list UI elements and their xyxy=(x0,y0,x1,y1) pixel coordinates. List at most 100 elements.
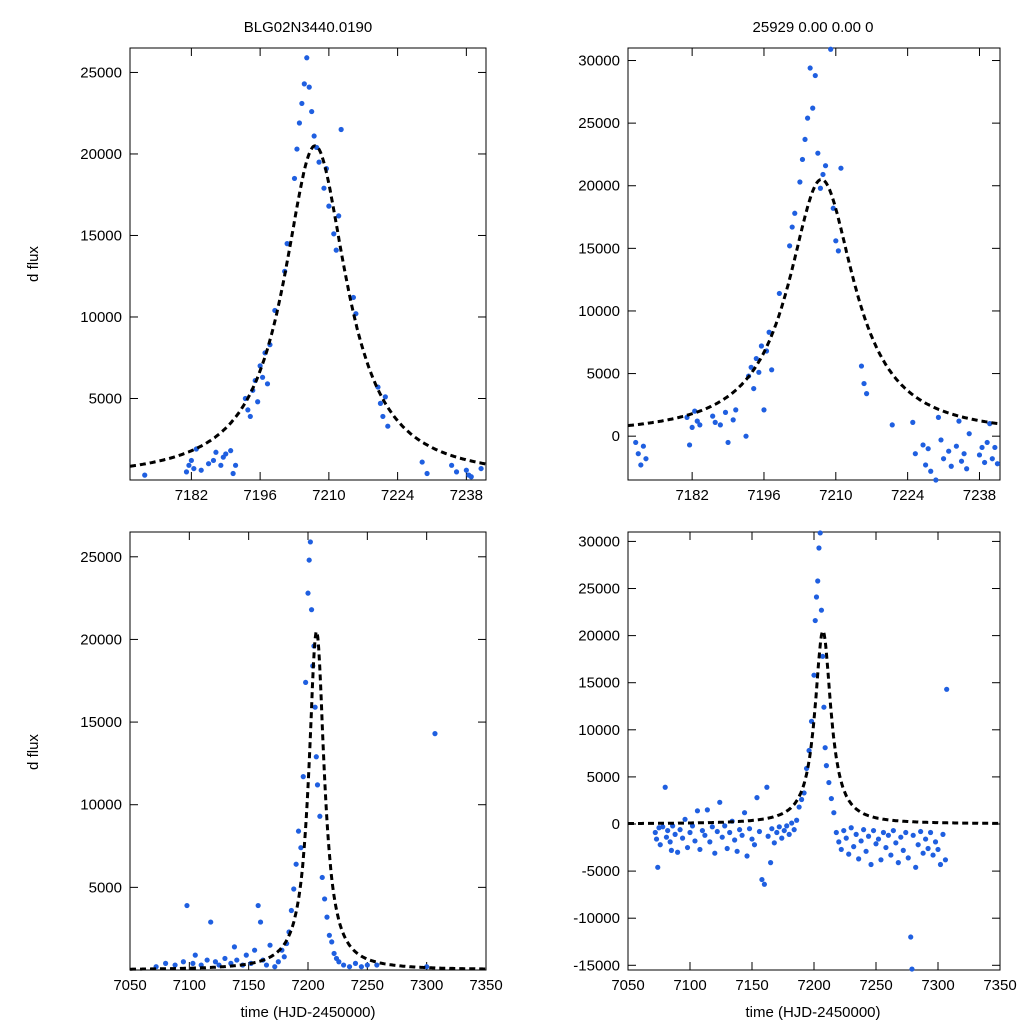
left-panel-title: BLG02N3440.0190 xyxy=(244,19,372,36)
top-right-data-point xyxy=(923,462,929,468)
top-left-data-point xyxy=(311,133,317,139)
top-right-data-point xyxy=(748,364,754,370)
top-right-data-point xyxy=(861,380,867,387)
top-right-data-point xyxy=(686,442,693,448)
top-right-data-point xyxy=(722,409,729,415)
top-left-data-point xyxy=(309,108,315,115)
bottom-right-data-point xyxy=(865,833,872,839)
top-right-data-point xyxy=(758,343,765,349)
bottom-right-data-point xyxy=(734,848,740,854)
top-right-data-point xyxy=(835,248,841,254)
bottom-right-xtick-label: 7350 xyxy=(983,977,1016,994)
bottom-left-data-point xyxy=(322,896,328,902)
bottom-left-xtick-label: 7050 xyxy=(113,977,146,994)
bottom-left-data-point xyxy=(303,679,309,686)
top-right-data-point xyxy=(812,72,818,79)
bottom-right-data-point xyxy=(719,834,725,840)
bottom-right-data-point xyxy=(942,857,949,863)
top-right-data-point xyxy=(733,407,739,413)
bottom-right-data-point xyxy=(944,686,950,692)
bottom-right-xtick-label: 7200 xyxy=(797,977,830,994)
top-right-data-point xyxy=(953,443,959,449)
bottom-right-data-point xyxy=(754,795,760,801)
bottom-right-data-point xyxy=(909,966,915,972)
bottom-right-data-point xyxy=(878,857,884,863)
bottom-right-data-point xyxy=(820,653,826,659)
bottom-right-data-point xyxy=(822,745,828,751)
bottom-right-data-point xyxy=(768,860,774,866)
top-left-xtick-label: 7224 xyxy=(381,487,414,504)
top-right-data-point xyxy=(817,185,824,191)
bottom-right-data-point xyxy=(776,824,782,830)
bottom-left-xlabel: time (HJD-2450000) xyxy=(240,1004,375,1021)
bottom-right-data-point xyxy=(799,796,805,803)
bottom-right-data-point xyxy=(732,837,738,843)
bottom-right-data-point xyxy=(826,779,832,786)
top-right-data-point xyxy=(946,448,952,454)
bottom-left-data-point xyxy=(204,957,210,963)
top-right-data-point xyxy=(717,422,723,428)
top-right-data-point xyxy=(994,461,1001,467)
bottom-left-model-curve xyxy=(130,629,486,971)
bottom-left-ytick-label: 5000 xyxy=(89,879,122,896)
top-left-data-point xyxy=(142,472,148,478)
top-right-data-point xyxy=(776,290,782,297)
bottom-right-data-point xyxy=(699,827,706,834)
bottom-right-data-point xyxy=(920,850,926,856)
top-right-data-point xyxy=(820,171,826,178)
bottom-right-ytick-label: 20000 xyxy=(578,628,620,645)
bottom-left-ytick-label: 10000 xyxy=(80,797,122,814)
bottom-right-data-point xyxy=(692,838,698,844)
top-right-data-point xyxy=(797,179,803,185)
top-right-data-point xyxy=(987,421,993,427)
bottom-left-data-point xyxy=(432,731,438,737)
bottom-right-data-point xyxy=(823,763,830,769)
bottom-right-data-point xyxy=(660,824,666,830)
bottom-right-data-point xyxy=(694,808,701,814)
top-right-data-point xyxy=(863,391,870,397)
bottom-right-data-point xyxy=(811,672,817,678)
top-left-data-point xyxy=(183,469,190,475)
top-right-data-point xyxy=(948,463,954,469)
bottom-right-ytick-label: 15000 xyxy=(578,675,620,692)
bottom-right-data-point xyxy=(870,827,877,834)
bottom-right-data-point xyxy=(841,827,847,834)
top-left-ytick-label: 20000 xyxy=(80,146,122,163)
top-right-data-point xyxy=(712,419,718,425)
bottom-right-data-point xyxy=(739,832,745,838)
top-left-data-point xyxy=(223,451,229,457)
top-right-data-point xyxy=(933,477,939,483)
bottom-left-data-point xyxy=(281,954,287,960)
top-right-data-point xyxy=(753,355,759,362)
bottom-right-data-point xyxy=(759,876,765,883)
bottom-right-ytick-label: 30000 xyxy=(578,533,620,550)
top-right-ytick-label: 20000 xyxy=(578,178,620,195)
top-right-data-point xyxy=(920,442,926,448)
bottom-right-xtick-label: 7250 xyxy=(859,977,892,994)
bottom-right-data-point xyxy=(764,784,770,790)
top-right-data-point xyxy=(643,456,649,462)
bottom-right-data-point xyxy=(717,799,723,805)
bottom-right-data-point xyxy=(828,795,834,802)
top-right-data-point xyxy=(938,437,944,443)
top-left-ytick-label: 15000 xyxy=(80,227,122,244)
bottom-right-ytick-label: -10000 xyxy=(573,910,620,927)
bottom-right-data-point xyxy=(875,836,882,842)
bottom-right-ytick-label: 25000 xyxy=(578,581,620,598)
bottom-right-data-point xyxy=(913,864,919,870)
top-right-data-point xyxy=(964,466,970,472)
bottom-left-ytick-label: 15000 xyxy=(80,714,122,731)
top-left-xtick-label: 7238 xyxy=(450,487,483,504)
bottom-left-data-point xyxy=(222,955,228,962)
bottom-right-ytick-label: 10000 xyxy=(578,722,620,739)
top-right-data-point xyxy=(935,414,942,420)
top-left-data-point xyxy=(338,126,344,133)
top-left-data-point xyxy=(304,55,310,61)
bottom-left-data-point xyxy=(212,959,219,965)
bottom-left-data-point xyxy=(257,919,264,925)
right-panel-title: 25929 0.00 0.00 0 xyxy=(753,19,874,36)
bottom-right-data-point xyxy=(677,827,683,833)
top-left-data-point xyxy=(463,467,469,473)
bottom-left-data-point xyxy=(346,964,353,970)
top-left-data-point xyxy=(453,469,460,475)
